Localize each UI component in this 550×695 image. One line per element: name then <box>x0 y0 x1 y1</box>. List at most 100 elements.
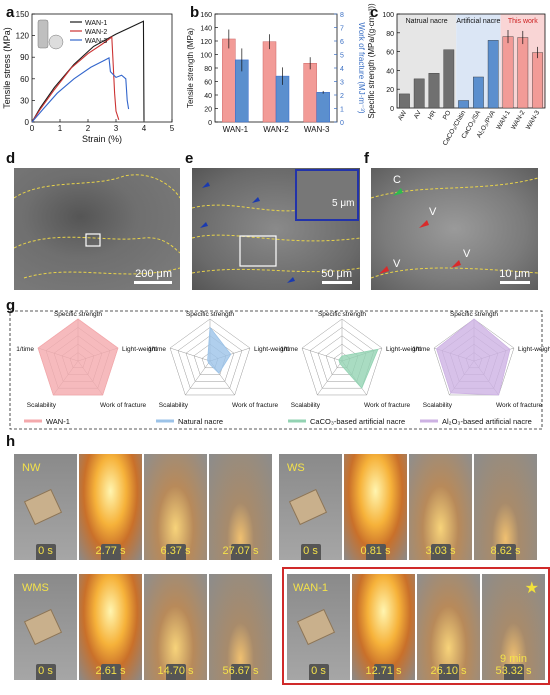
tick-label: 100 <box>382 12 394 19</box>
sample-name: WAN-1 <box>293 582 329 594</box>
sample-name: WMS <box>22 582 49 594</box>
radar-axis-label: 1/time <box>412 346 430 353</box>
fire-photo: 2.77 s <box>79 454 142 560</box>
y2-axis-label: Work of fracture (MJ·m⁻³) <box>357 22 365 114</box>
specific-strength-chart: Natrual nacre Artificial nacre This work 0 2… <box>367 3 546 147</box>
radar-spoke <box>169 347 211 362</box>
tick-label: 30 <box>20 96 29 105</box>
plot-frame <box>31 13 173 123</box>
bar-4 <box>458 100 469 109</box>
sample-sheet <box>288 488 328 526</box>
scale-label: 10 μm <box>499 268 530 280</box>
plot-frame <box>396 13 546 109</box>
bar-6 <box>487 40 499 109</box>
bar-work-of-fracture <box>316 92 330 123</box>
bar-tensile-strength <box>262 41 277 123</box>
tick-label: 20 <box>386 87 394 94</box>
burner-icon <box>231 664 251 680</box>
marker-v-label: V <box>463 248 471 260</box>
stress-strain-chart: 0 1 2 3 4 5 0 30 60 90 120 150 Strain (%) Tensile str… <box>2 10 175 144</box>
burner-icon <box>439 664 459 680</box>
fire-photo: 26.10 s <box>417 574 480 680</box>
panel-label-h: h <box>6 433 16 450</box>
fire-photo: 12.71 s <box>352 574 415 680</box>
tick-label: 140 <box>200 26 212 33</box>
fire-photo: 14.70 s <box>144 574 207 680</box>
panel-label-c: c <box>370 4 379 21</box>
tick-label: 4 <box>340 66 344 73</box>
tick-label: 40 <box>386 68 394 75</box>
panel-label-g: g <box>6 297 16 314</box>
radar-spoke <box>185 360 211 396</box>
x-axis-label: Strain (%) <box>82 134 122 144</box>
category-label: HR <box>427 109 438 121</box>
burner-icon <box>374 664 394 680</box>
tick-label: 100 <box>200 53 212 60</box>
panel-label-b: b <box>190 4 200 21</box>
elapsed-time: 14.70 s <box>157 665 194 677</box>
radar-grid <box>317 335 367 382</box>
elapsed-time: 26.10 s <box>430 665 467 677</box>
radar-axis-label: Work of fracture <box>232 402 279 409</box>
tick-label: 0 <box>390 106 394 113</box>
radar-axis-label: Work of fracture <box>364 402 411 409</box>
tick-label: 5 <box>170 124 175 133</box>
scale-label: 200 μm <box>135 268 172 280</box>
tick-label: 0 <box>25 118 30 127</box>
series-line-wan-2 <box>31 35 120 123</box>
elapsed-time: 3.03 s <box>425 545 456 557</box>
sem-image-e: 5 μm 50 μm <box>192 168 360 290</box>
radar-axis-label: Specific strength <box>450 311 498 318</box>
fire-photo: ★ 9 min 53.32 s <box>482 574 545 680</box>
fire-photo: 0.81 s <box>344 454 407 560</box>
burner-icon <box>36 544 56 560</box>
marker-v-label: V <box>429 206 437 218</box>
elapsed-time: 0 s <box>303 545 318 557</box>
sem-image-f: C V V V 10 μm <box>371 168 538 290</box>
tick-label: 40 <box>204 93 212 100</box>
elapsed-time: 0 s <box>38 665 53 677</box>
radar-axis-label: 1/time <box>280 346 298 353</box>
scale-bar <box>322 281 352 284</box>
legend-entry: Natural nacre <box>178 417 223 426</box>
radar-axis-label: 1/time <box>16 346 34 353</box>
tick-label: 120 <box>200 39 212 46</box>
legend-entry: WAN-2 <box>85 29 107 36</box>
burner-icon <box>301 544 321 560</box>
radar-area-1 <box>207 326 232 374</box>
radar-area-0 <box>37 318 119 396</box>
elapsed-time: 12.71 s <box>365 665 402 677</box>
bar-9 <box>532 52 543 109</box>
bar-7 <box>502 36 514 109</box>
radar-axis-label: Scalability <box>27 402 57 409</box>
radar-axis-label: Work of fracture <box>496 402 543 409</box>
category-label: WAN-3 <box>525 109 542 131</box>
burner-icon <box>496 544 516 560</box>
tick-label: 4 <box>142 124 147 133</box>
group-label: Natrual nacre <box>406 18 448 25</box>
burner-icon <box>101 544 121 560</box>
legend-entry: WAN-1 <box>85 20 107 27</box>
scale-bar <box>134 281 172 284</box>
y-axis-label: Specific strength (MPa/(g·cm⁻³)) <box>367 3 376 119</box>
category-label: AV <box>413 109 423 120</box>
bar-0 <box>399 93 410 109</box>
burner-icon <box>101 664 121 680</box>
tick-label: 90 <box>20 53 29 62</box>
inset-scale-label: 5 μm <box>332 198 355 209</box>
fire-photo: 27.07 s <box>209 454 272 560</box>
series-line-wan-3 <box>31 57 130 123</box>
bar-1 <box>413 78 425 109</box>
tick-label: 80 <box>386 31 394 38</box>
radar-axis-label: Light-weight <box>254 346 289 353</box>
bar-2 <box>428 73 440 109</box>
marker-v-label: V <box>393 258 401 270</box>
burner-icon <box>431 544 451 560</box>
sample-name: NW <box>22 462 41 474</box>
tick-label: 2 <box>340 93 344 100</box>
burner-icon <box>366 544 386 560</box>
fire-photo: WMS 0 s <box>14 574 77 680</box>
radar-area-3 <box>435 318 511 396</box>
sample-sheet <box>23 608 63 646</box>
fire-photo: 3.03 s <box>409 454 472 560</box>
